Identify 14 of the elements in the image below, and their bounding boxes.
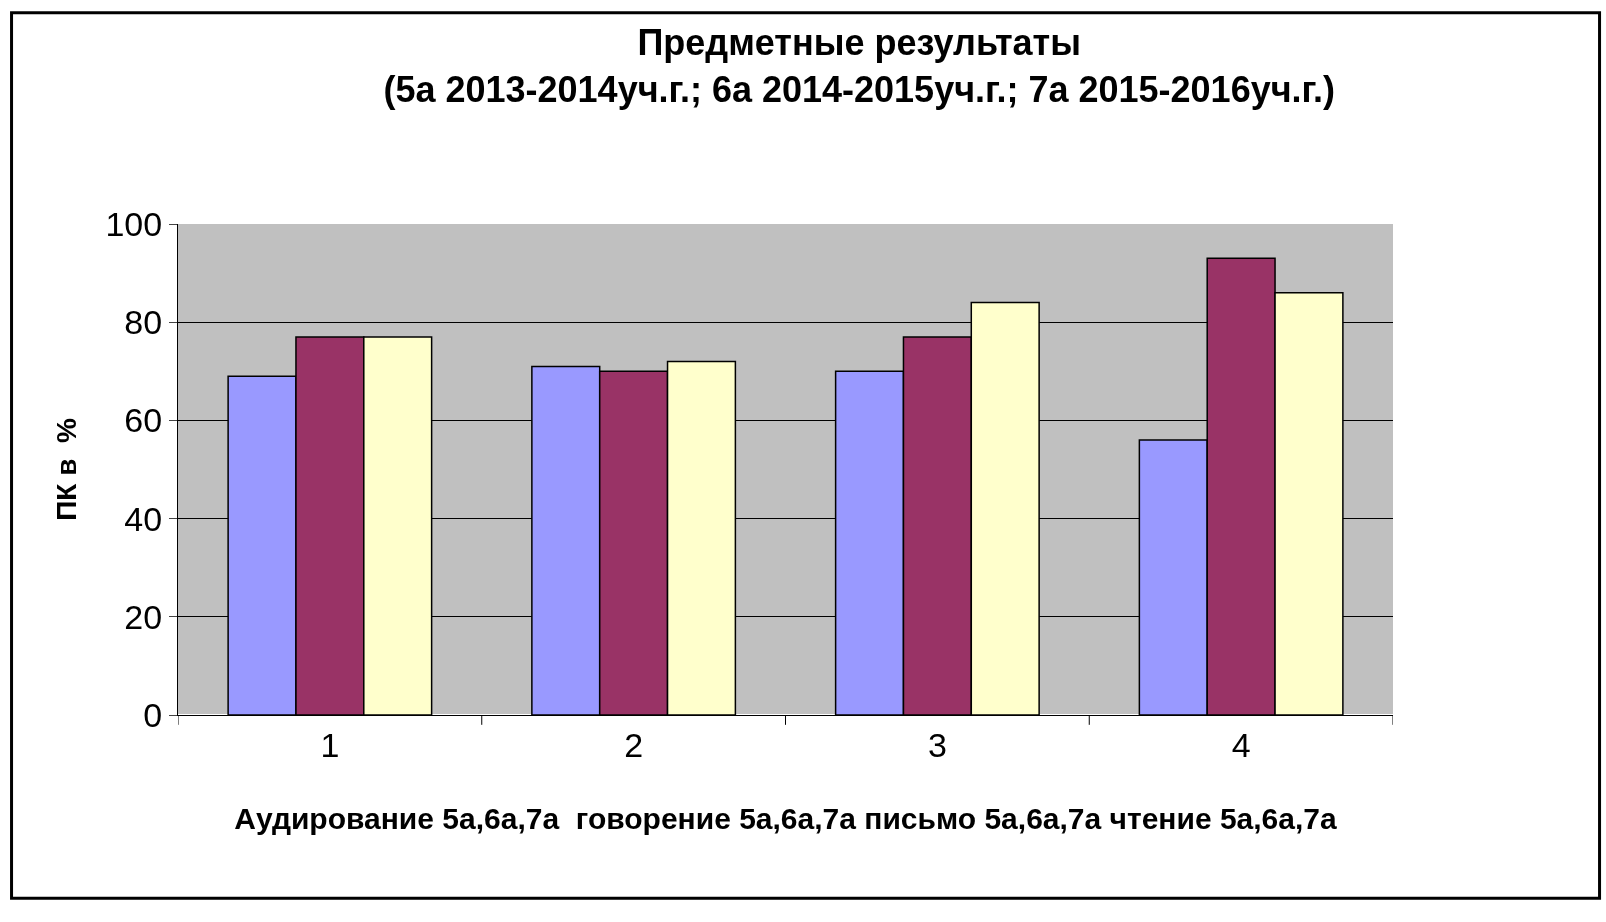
- chart-title: Предметные результаты: [637, 22, 1081, 64]
- x-tick-label: 4: [1231, 725, 1251, 764]
- x-axis-title: Аудирование 5а,6а,7а говорение 5а,6а,7а письмо 5а,6а,7а чтение 5а,6а,7а: [234, 802, 1338, 836]
- y-tick-label: 20: [124, 597, 163, 636]
- y-tick-label: 0: [143, 695, 163, 734]
- x-tick-label: 3: [927, 725, 947, 764]
- y-tick-label: 40: [124, 499, 163, 538]
- y-tick-label: 60: [124, 401, 163, 440]
- y-axis-title: ПК в %: [51, 418, 83, 521]
- y-tick-label: 100: [105, 204, 163, 243]
- x-tick-label: 2: [624, 725, 644, 764]
- x-tick-label: 1: [320, 725, 340, 764]
- chart-subtitle: (5а 2013-2014уч.г.; 6а 2014-2015уч.г.; 7а 2015-2016уч.г.): [383, 69, 1335, 111]
- y-tick-label: 80: [124, 303, 163, 342]
